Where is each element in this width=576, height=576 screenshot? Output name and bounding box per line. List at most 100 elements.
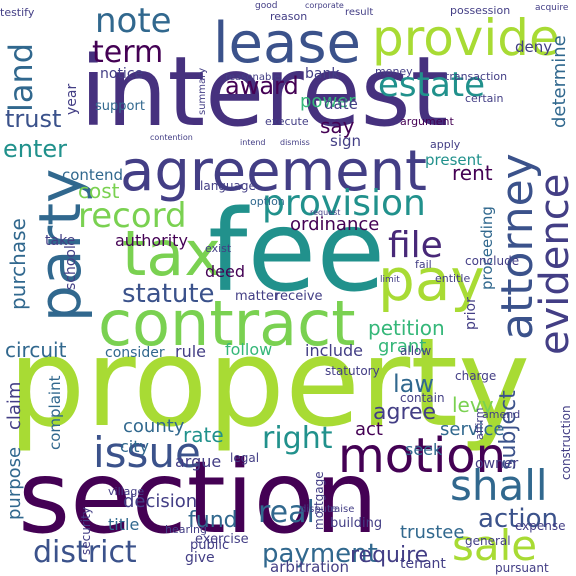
word: charge bbox=[455, 369, 496, 383]
word: village bbox=[108, 485, 144, 498]
word: possession bbox=[450, 4, 510, 17]
word: raise bbox=[330, 504, 354, 515]
word: contract bbox=[98, 287, 356, 360]
word: section bbox=[18, 439, 378, 556]
word: power bbox=[300, 91, 356, 112]
word: trust bbox=[5, 105, 61, 133]
word: reason bbox=[270, 10, 307, 23]
word: apply bbox=[430, 138, 461, 151]
word: city bbox=[120, 437, 149, 456]
word: transaction bbox=[445, 70, 507, 83]
word: allow bbox=[400, 344, 431, 358]
word: issue bbox=[93, 428, 201, 477]
word: general bbox=[465, 534, 511, 548]
word: conclude bbox=[465, 254, 519, 268]
word: include bbox=[305, 341, 363, 360]
word: petition bbox=[368, 316, 445, 340]
word: cost bbox=[78, 179, 120, 203]
word: acquire bbox=[535, 3, 569, 13]
word: authority bbox=[115, 231, 188, 250]
word: consider bbox=[105, 345, 165, 361]
word: year bbox=[64, 84, 80, 115]
word: agree bbox=[373, 400, 436, 425]
word: shall bbox=[450, 461, 548, 510]
word: fund bbox=[188, 508, 238, 533]
word: dispute bbox=[300, 504, 337, 515]
word: tax bbox=[122, 217, 221, 290]
word: argue bbox=[175, 452, 221, 471]
word: enter bbox=[3, 135, 67, 163]
word: sale bbox=[452, 521, 537, 570]
word: security bbox=[79, 507, 93, 555]
word: request bbox=[310, 208, 340, 217]
word: title bbox=[108, 515, 139, 534]
word: hearing bbox=[165, 523, 207, 536]
word: notice bbox=[100, 66, 143, 82]
word: party bbox=[26, 169, 94, 322]
word: payment bbox=[262, 539, 378, 569]
word: estate bbox=[378, 65, 485, 105]
word: support bbox=[95, 99, 145, 114]
word: building bbox=[330, 516, 382, 531]
word: claim bbox=[4, 382, 25, 430]
word: levy bbox=[452, 393, 494, 417]
word: county bbox=[123, 416, 185, 437]
word: matter bbox=[235, 289, 280, 304]
word: mortgage bbox=[312, 471, 326, 530]
word: result bbox=[345, 7, 373, 18]
word: deed bbox=[205, 262, 245, 281]
word: award bbox=[225, 72, 299, 100]
word: rule bbox=[175, 342, 206, 361]
word: sign bbox=[330, 132, 361, 150]
word: language bbox=[200, 179, 256, 193]
word: affirm bbox=[473, 408, 486, 440]
word: complaint bbox=[46, 375, 64, 450]
word: corporate bbox=[305, 1, 344, 10]
word: good bbox=[255, 1, 277, 11]
word: school bbox=[63, 245, 79, 290]
word: trustee bbox=[400, 522, 464, 543]
word: argument bbox=[400, 115, 454, 128]
word: evidence bbox=[532, 174, 576, 355]
word: reasonable bbox=[225, 72, 280, 83]
word: take bbox=[45, 233, 75, 249]
word: note bbox=[95, 1, 172, 41]
word: fail bbox=[415, 258, 432, 271]
word: proceeding bbox=[478, 206, 496, 290]
word: act bbox=[355, 419, 383, 440]
word: option bbox=[250, 195, 285, 208]
word: pay bbox=[378, 246, 485, 314]
word: construction bbox=[559, 405, 573, 480]
word: right bbox=[262, 421, 333, 456]
word: decision bbox=[123, 491, 197, 512]
word: prior bbox=[463, 297, 479, 330]
word: record bbox=[78, 196, 187, 236]
word: amend bbox=[482, 408, 520, 421]
word: attorney bbox=[492, 153, 543, 340]
word: pursuant bbox=[495, 561, 549, 575]
word: contention bbox=[150, 133, 193, 142]
word: service bbox=[440, 419, 504, 440]
word: give bbox=[185, 550, 215, 566]
word: provision bbox=[262, 183, 426, 224]
word: contain bbox=[400, 391, 445, 405]
word: tenant bbox=[400, 556, 446, 572]
word: statute bbox=[122, 279, 215, 309]
word: legal bbox=[230, 451, 259, 465]
word: public bbox=[190, 538, 229, 553]
word: expense bbox=[515, 519, 566, 533]
word: entitle bbox=[435, 272, 470, 285]
word: arbitration bbox=[270, 558, 349, 576]
word: exist bbox=[205, 242, 232, 255]
word: follow bbox=[225, 340, 272, 359]
word: ordinance bbox=[290, 214, 379, 235]
word: exercise bbox=[195, 532, 249, 547]
word: property bbox=[8, 312, 530, 454]
word: statutory bbox=[325, 364, 380, 378]
word: grant bbox=[378, 336, 426, 357]
word: land bbox=[2, 43, 40, 112]
word: present bbox=[425, 151, 482, 169]
word: purchase bbox=[6, 218, 30, 310]
